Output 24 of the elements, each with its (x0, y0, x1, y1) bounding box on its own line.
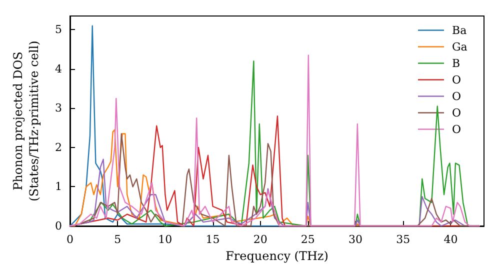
x-tick-label: 35 (396, 233, 410, 246)
y-tick-label: 5 (55, 23, 62, 36)
legend-label: O (452, 106, 462, 120)
x-tick-label: 5 (114, 233, 122, 246)
x-tick-label: 20 (253, 233, 268, 246)
x-tick-label: 10 (158, 233, 172, 246)
legend-label: O (452, 73, 462, 86)
y-axis-title: Phonon projected DOS (States/THz·primitive cell) (11, 40, 41, 202)
legend-label: B (452, 56, 460, 70)
x-tick-label: 0 (66, 233, 74, 246)
legend-label: Ga (452, 40, 468, 54)
x-axis-title: Frequency (THz) (226, 249, 328, 263)
y-tick-label: 3 (55, 102, 62, 115)
x-tick-label: 15 (206, 233, 220, 246)
y-tick-label: 2 (55, 140, 62, 154)
x-tick-label: 30 (348, 233, 363, 246)
legend-label: O (452, 122, 462, 136)
y-tick-label: 1 (55, 180, 62, 194)
legend-label: Ba (452, 24, 468, 37)
y-tick-label: 4 (55, 62, 62, 76)
y-tick-label: 0 (55, 220, 62, 232)
x-tick-label: 25 (300, 233, 315, 246)
legend-label: O (452, 90, 462, 103)
x-tick-label: 40 (444, 233, 458, 246)
